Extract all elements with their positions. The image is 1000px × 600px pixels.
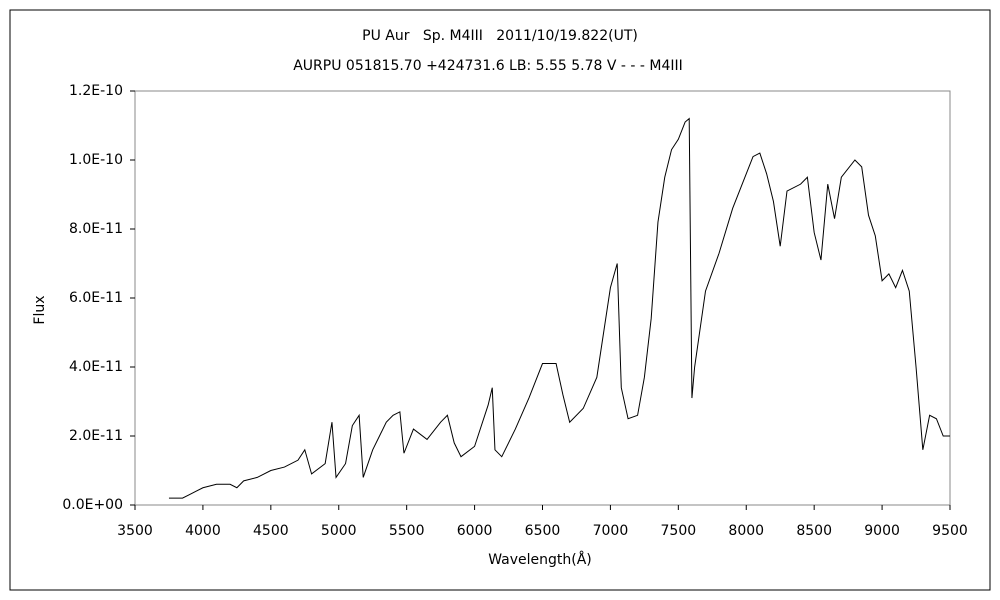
y-tick-label: 1.0E-10: [69, 152, 123, 168]
x-tick-label: 4500: [253, 523, 289, 539]
frame: [9, 9, 991, 591]
y-tick-label: 2.0E-11: [69, 428, 123, 444]
x-tick-label: 4000: [185, 523, 221, 539]
x-tick-label: 8500: [796, 523, 832, 539]
y-axis-label: Flux: [32, 295, 48, 324]
x-tick-label: 6000: [457, 523, 493, 539]
x-tick-label: 7000: [593, 523, 629, 539]
chart-subtitle: AURPU 051815.70 +424731.6 LB: 5.55 5.78 …: [293, 58, 683, 74]
x-tick-label: 5500: [389, 523, 425, 539]
x-tick-label: 6500: [525, 523, 561, 539]
y-tick-label: 1.2E-10: [69, 83, 123, 99]
y-tick-label: 4.0E-11: [69, 359, 123, 375]
x-tick-label: 5000: [321, 523, 357, 539]
x-tick-label: 9000: [864, 523, 900, 539]
x-tick-label: 8000: [728, 523, 764, 539]
y-tick-label: 6.0E-11: [69, 290, 123, 306]
x-tick-label: 9500: [932, 523, 968, 539]
chart-title: PU Aur Sp. M4III 2011/10/19.822(UT): [362, 28, 638, 44]
y-tick-label: 0.0E+00: [62, 497, 123, 513]
spectrum-line: [168, 117, 950, 499]
x-tick-label: 3500: [117, 523, 153, 539]
y-tick-label: 8.0E-11: [69, 221, 123, 237]
x-axis-label: Wavelength(Å): [488, 551, 592, 568]
x-tick-label: 7500: [661, 523, 697, 539]
